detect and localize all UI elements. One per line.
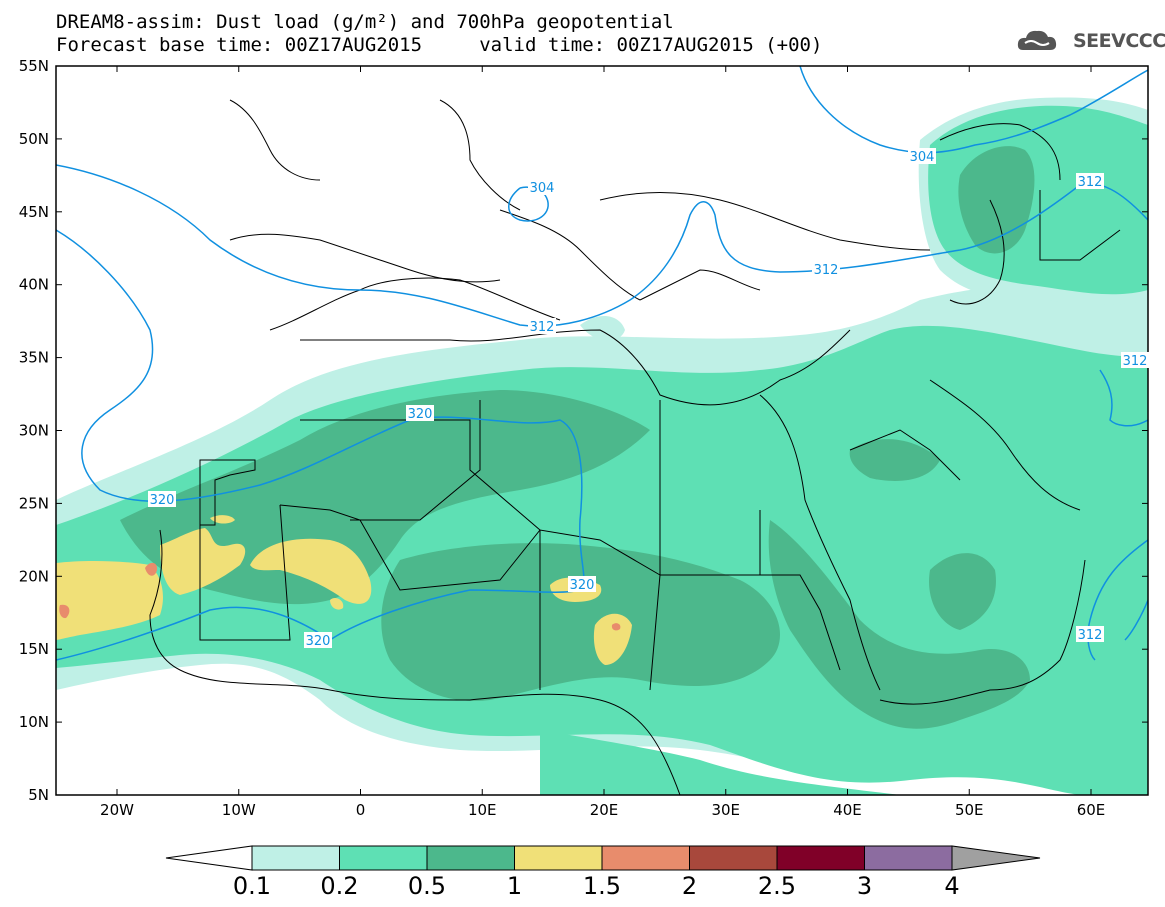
colorbar-box	[776, 845, 865, 871]
colorbar-label: 0.5	[408, 872, 446, 900]
colorbar-box	[689, 845, 778, 871]
colorbar-label: 2.5	[758, 872, 796, 900]
contour-labels: 304 304 312 312 312 312 320 320 320 320 312	[148, 148, 1149, 649]
colorbar-box	[426, 845, 515, 871]
contour-label: 312	[1123, 354, 1148, 369]
colorbar-box	[251, 845, 340, 871]
coastlines	[149, 99, 1121, 795]
cloud-logo-icon	[1017, 30, 1057, 50]
lat-label-10N: 10N	[19, 713, 49, 731]
contour-label: 320	[570, 578, 595, 593]
lat-label-45N: 45N	[19, 203, 49, 221]
colorbar-label: 4	[944, 872, 959, 900]
lon-label-0: 0	[356, 801, 366, 819]
lat-label-55N: 55N	[19, 57, 49, 75]
colorbar-label: 0.1	[233, 872, 271, 900]
colorbar-box	[339, 845, 428, 871]
lat-label-50N: 50N	[19, 130, 49, 148]
lon-label-10E: 10E	[468, 801, 497, 819]
latitude-ticks: 55N 50N 45N 40N 35N 30N 25N 20N 15N 10N 5N	[19, 57, 1148, 804]
longitude-ticks: 20W 10W 0 10E 20E 30E 40E 50E 60E	[100, 66, 1105, 819]
contour-label: 320	[408, 407, 433, 422]
colorbar-high-arrow	[951, 845, 1041, 871]
colorbar: 0.1 0.2 0.5 1 1.5 2 2.5 3 4	[165, 845, 1041, 900]
map-title-line-1: DREAM8-assim: Dust load (g/m²) and 700hP…	[56, 11, 674, 33]
lon-label-30E: 30E	[711, 801, 740, 819]
colorbar-label: 1	[507, 872, 522, 900]
colorbar-label: 1.5	[583, 872, 621, 900]
colorbar-label: 3	[857, 872, 872, 900]
colorbar-low-arrow	[165, 845, 253, 871]
lon-label-40E: 40E	[833, 801, 862, 819]
lat-label-35N: 35N	[19, 349, 49, 367]
contour-label: 312	[1078, 628, 1103, 643]
lat-label-30N: 30N	[19, 422, 49, 440]
lat-label-25N: 25N	[19, 494, 49, 512]
contour-label: 320	[150, 493, 175, 508]
lon-label-60E: 60E	[1077, 801, 1106, 819]
lon-label-20W: 20W	[100, 801, 134, 819]
map-field	[56, 66, 1148, 795]
lon-label-50E: 50E	[955, 801, 984, 819]
contour-label: 320	[306, 634, 331, 649]
lon-label-10W: 10W	[222, 801, 256, 819]
contour-label: 304	[910, 150, 935, 165]
colorbar-label: 0.2	[320, 872, 358, 900]
contour-label: 304	[530, 181, 555, 196]
lat-label-5N: 5N	[28, 786, 49, 804]
map-title-line-2: Forecast base time: 00Z17AUG2015 valid t…	[56, 34, 823, 56]
logo-text: SEEVCCC	[1073, 30, 1165, 52]
contour-label: 312	[814, 263, 839, 278]
lat-label-40N: 40N	[19, 276, 49, 294]
colorbar-label: 2	[682, 872, 697, 900]
dust-level-0-5-areas	[120, 146, 1035, 729]
lat-label-20N: 20N	[19, 567, 49, 585]
dust-level-1-5-areas	[59, 562, 621, 631]
colorbar-box	[514, 845, 603, 871]
colorbar-box	[601, 845, 690, 871]
colorbar-box	[864, 845, 953, 871]
lat-label-15N: 15N	[19, 640, 49, 658]
contour-label: 312	[530, 320, 555, 335]
contour-label: 312	[1078, 175, 1103, 190]
lon-label-20E: 20E	[590, 801, 619, 819]
